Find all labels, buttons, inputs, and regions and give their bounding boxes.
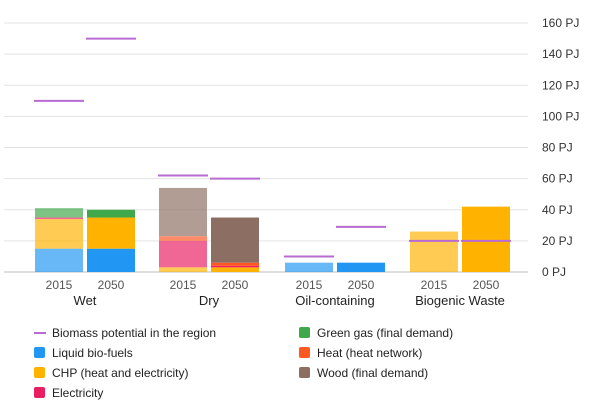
y-tick-label: 80 PJ (542, 141, 573, 155)
bar-segment-elec (159, 240, 207, 268)
x-tick-label: 2050 (473, 278, 500, 292)
legend-label-wood: Wood (final demand) (317, 366, 428, 380)
bar-segment-elec (211, 265, 259, 268)
bar-segment-chp (410, 231, 458, 272)
legend-swatch-heat (299, 347, 310, 358)
bar-segment-chp (211, 267, 259, 272)
bar-segment-liquid (285, 262, 333, 272)
bar-segment-chp (87, 217, 135, 249)
group-label: Oil-containing (295, 293, 375, 308)
bar-segment-heat (211, 262, 259, 266)
legend-label-elec: Electricity (52, 386, 103, 400)
bar-segment-liquid (87, 248, 135, 272)
bar-segment-liquid (337, 262, 385, 272)
y-tick-label: 0 PJ (542, 265, 566, 279)
legend-swatch-chp (34, 367, 45, 378)
bar-segment-chp (35, 219, 83, 249)
bar-segment-wood (159, 187, 207, 237)
x-tick-label: 2015 (170, 278, 197, 292)
x-tick-label: 2015 (46, 278, 73, 292)
bar-segment-green (87, 209, 135, 218)
legend-swatch-wood (299, 367, 310, 378)
bar-segment-green (35, 208, 83, 218)
legend-label-liquid: Liquid bio-fuels (52, 346, 133, 360)
bar-segment-liquid (35, 248, 83, 272)
y-tick-label: 40 PJ (542, 203, 573, 217)
y-tick-label: 20 PJ (542, 234, 573, 248)
legend-label-potential: Biomass potential in the region (52, 326, 216, 340)
y-tick-label: 140 PJ (542, 47, 579, 61)
x-tick-label: 2015 (421, 278, 448, 292)
group-label: Dry (199, 293, 220, 308)
x-tick-label: 2050 (348, 278, 375, 292)
legend-label-heat: Heat (heat network) (317, 346, 422, 360)
x-tick-label: 2050 (222, 278, 249, 292)
bar-segment-chp (159, 267, 207, 272)
legend-label-chp: CHP (heat and electricity) (52, 366, 189, 380)
legend-swatch-liquid (34, 347, 45, 358)
y-tick-label: 60 PJ (542, 172, 573, 186)
x-tick-label: 2015 (296, 278, 323, 292)
legend-swatch-green (299, 327, 310, 338)
legend-swatch-elec (34, 387, 45, 398)
y-tick-label: 100 PJ (542, 109, 579, 123)
y-tick-label: 120 PJ (542, 78, 579, 92)
legend-label-green: Green gas (final demand) (317, 326, 453, 340)
group-label: Wet (74, 293, 97, 308)
x-tick-label: 2050 (98, 278, 125, 292)
bar-segment-elec (35, 217, 83, 220)
bar-segment-chp (462, 206, 510, 272)
bar-segment-heat (159, 236, 207, 241)
group-label: Biogenic Waste (415, 293, 505, 308)
y-tick-label: 160 PJ (542, 16, 579, 30)
bar-segment-wood (211, 217, 259, 263)
